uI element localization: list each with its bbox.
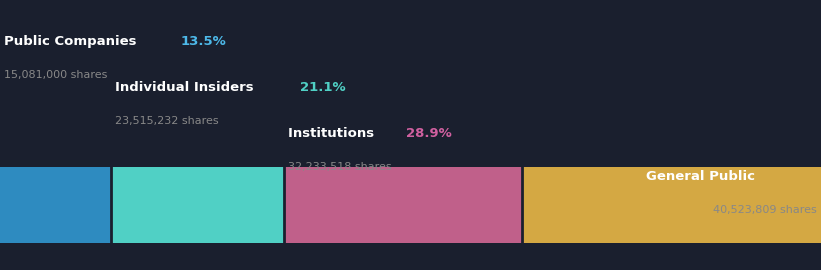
Text: 28.9%: 28.9% [406, 127, 452, 140]
Bar [0, 167, 111, 243]
Text: 36.4%: 36.4% [771, 170, 817, 183]
Text: 15,081,000 shares: 15,081,000 shares [4, 70, 108, 80]
Text: General Public: General Public [646, 170, 755, 183]
Text: Public Companies: Public Companies [4, 35, 141, 48]
Text: 13.5%: 13.5% [181, 35, 227, 48]
Text: 32,233,518 shares: 32,233,518 shares [288, 162, 392, 172]
Text: 40,523,809 shares: 40,523,809 shares [713, 205, 817, 215]
Bar [284, 167, 522, 243]
Text: 21.1%: 21.1% [300, 81, 346, 94]
Bar [522, 167, 821, 243]
Text: Institutions: Institutions [288, 127, 379, 140]
Text: 23,515,232 shares: 23,515,232 shares [115, 116, 218, 126]
Text: Individual Insiders: Individual Insiders [115, 81, 259, 94]
Bar [111, 167, 284, 243]
